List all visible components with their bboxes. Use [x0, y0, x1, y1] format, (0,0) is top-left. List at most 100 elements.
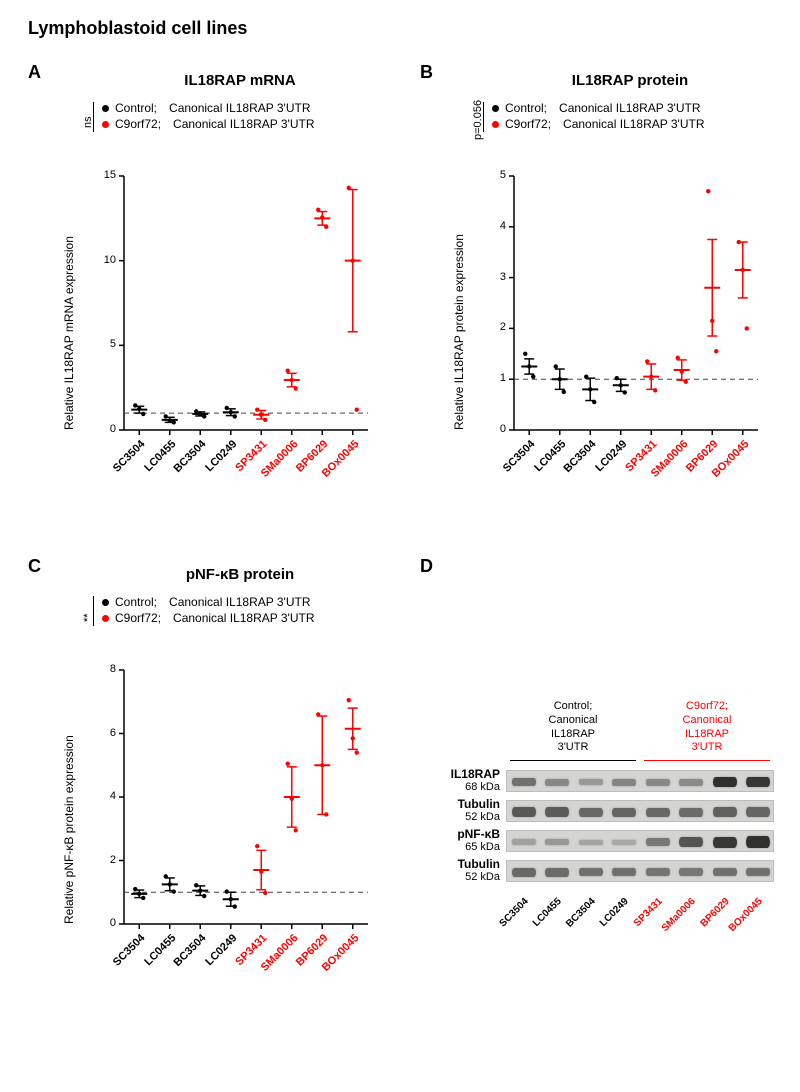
legend-variant: Canonical IL18RAP 3'UTR	[563, 117, 704, 131]
y-tick-label: 8	[94, 663, 116, 675]
legend-variant: Canonical IL18RAP 3'UTR	[173, 117, 314, 131]
blot-header-underline	[510, 760, 636, 761]
blot-band	[746, 868, 770, 876]
panel-letter-b: B	[420, 62, 433, 83]
blot-band	[612, 868, 636, 876]
legend-dot-control	[102, 599, 109, 606]
blot-band	[679, 779, 703, 786]
legend-row: Control; Canonical IL18RAP 3'UTR	[492, 100, 705, 116]
legend-name: C9orf72;	[505, 117, 551, 131]
blot-band	[579, 808, 603, 817]
legend-dot-c9	[102, 121, 109, 128]
blot-strip	[506, 770, 774, 792]
blot-band	[579, 868, 603, 876]
blot-strip	[506, 830, 774, 852]
legend-row: C9orf72; Canonical IL18RAP 3'UTR	[492, 116, 705, 132]
legend-variant: Canonical IL18RAP 3'UTR	[559, 101, 700, 115]
blot-row-label: Tubulin52 kDa	[430, 858, 500, 883]
legend-name: C9orf72;	[115, 117, 161, 131]
blot-band	[746, 807, 770, 817]
blot-band	[612, 840, 636, 845]
legend-name: C9orf72;	[115, 611, 161, 625]
chart-c-title: pNF-κB protein	[120, 566, 360, 583]
blot-band	[646, 838, 670, 846]
blot-band	[646, 868, 670, 876]
y-tick-label: 0	[94, 423, 116, 435]
legend-row: Control; Canonical IL18RAP 3'UTR	[102, 100, 315, 116]
legend-name: Control;	[115, 595, 157, 609]
y-tick-label: 6	[94, 727, 116, 739]
y-tick-label: 5	[484, 169, 506, 181]
legend-row: Control; Canonical IL18RAP 3'UTR	[102, 594, 315, 610]
blot-band	[545, 839, 569, 845]
blot-band	[713, 868, 737, 876]
blot-band	[579, 779, 603, 785]
chart-c-sig-line	[93, 596, 94, 626]
blot-band	[679, 837, 703, 847]
blot-band	[713, 837, 737, 848]
blot-band	[512, 807, 536, 817]
blot-band	[746, 836, 770, 848]
y-tick-label: 15	[94, 169, 116, 181]
chart-a-legend: Control; Canonical IL18RAP 3'UTR C9orf72…	[102, 100, 315, 132]
blot-band	[679, 868, 703, 876]
chart-b-ylabel: Relative IL18RAP protein expression	[452, 234, 466, 430]
blot-band	[545, 807, 569, 817]
chart-a-ylabel: Relative IL18RAP mRNA expression	[62, 236, 76, 430]
y-tick-label: 1	[484, 372, 506, 384]
blot-band	[512, 839, 536, 845]
legend-name: Control;	[115, 101, 157, 115]
legend-dot-control	[102, 105, 109, 112]
blot-band	[512, 868, 536, 877]
y-tick-label: 2	[94, 854, 116, 866]
chart-b-legend: Control; Canonical IL18RAP 3'UTR C9orf72…	[492, 100, 705, 132]
blot-header-underline	[644, 760, 770, 761]
blot-row-label: pNF-κB65 kDa	[430, 828, 500, 853]
blot-band	[579, 840, 603, 845]
blot-band	[646, 808, 670, 817]
legend-row: C9orf72; Canonical IL18RAP 3'UTR	[102, 116, 315, 132]
chart-a-plot: 051015SC3504LC0455BC3504LC0249SP3431SMa0…	[94, 170, 374, 450]
legend-row: C9orf72; Canonical IL18RAP 3'UTR	[102, 610, 315, 626]
y-tick-label: 0	[94, 917, 116, 929]
blot-band	[545, 868, 569, 877]
legend-dot-c9	[492, 121, 499, 128]
blot-band	[679, 808, 703, 817]
chart-b-sig-line	[483, 102, 484, 132]
figure-title: Lymphoblastoid cell lines	[28, 18, 247, 39]
blot-band	[545, 779, 569, 786]
legend-variant: Canonical IL18RAP 3'UTR	[173, 611, 314, 625]
y-tick-label: 2	[484, 321, 506, 333]
blot-header-c9: C9orf72;CanonicalIL18RAP3'UTR	[640, 700, 774, 755]
panel-letter-c: C	[28, 556, 41, 577]
legend-dot-c9	[102, 615, 109, 622]
panel-letter-d: D	[420, 556, 433, 577]
legend-variant: Canonical IL18RAP 3'UTR	[169, 595, 310, 609]
chart-a-title: IL18RAP mRNA	[120, 72, 360, 89]
chart-a-sig-line	[93, 102, 94, 132]
blot-strip	[506, 860, 774, 882]
y-tick-label: 3	[484, 271, 506, 283]
legend-name: Control;	[505, 101, 547, 115]
chart-b-plot: 012345SC3504LC0455BC3504LC0249SP3431SMa0…	[484, 170, 764, 450]
y-tick-label: 10	[94, 254, 116, 266]
blot-band	[746, 777, 770, 787]
blot-band	[612, 779, 636, 786]
blot-band	[512, 778, 536, 786]
legend-variant: Canonical IL18RAP 3'UTR	[169, 101, 310, 115]
chart-b-title: IL18RAP protein	[510, 72, 750, 89]
chart-c-ylabel: Relative pNF-κB protein expression	[62, 735, 76, 924]
chart-c-legend: Control; Canonical IL18RAP 3'UTR C9orf72…	[102, 594, 315, 626]
y-tick-label: 4	[94, 790, 116, 802]
y-tick-label: 0	[484, 423, 506, 435]
blot-row-label: IL18RAP68 kDa	[430, 768, 500, 793]
blot-strip	[506, 800, 774, 822]
panel-letter-a: A	[28, 62, 41, 83]
blot-band	[612, 808, 636, 817]
y-tick-label: 5	[94, 338, 116, 350]
y-tick-label: 4	[484, 220, 506, 232]
legend-dot-control	[492, 105, 499, 112]
blot-band	[646, 779, 670, 786]
western-blot-panel: Control;CanonicalIL18RAP3'UTRC9orf72;Can…	[430, 700, 780, 1060]
chart-c-plot: 02468SC3504LC0455BC3504LC0249SP3431SMa00…	[94, 664, 374, 944]
